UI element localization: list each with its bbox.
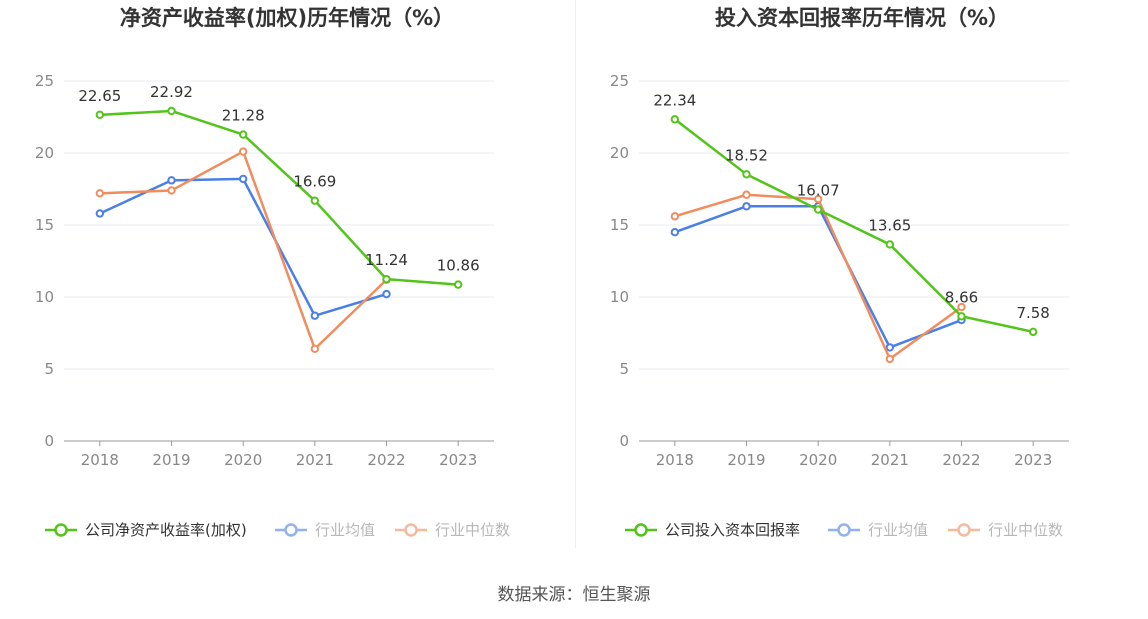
x-tick-label: 2022 — [942, 451, 980, 469]
legend-item-median[interactable]: 行业中位数 — [948, 521, 1063, 539]
legend-label: 行业中位数 — [435, 521, 510, 539]
x-tick-label: 2021 — [296, 451, 334, 469]
roe-chart-panel: 净资产收益率(加权)历年情况（%） 0 5 10 15 20 25 2018 2019 2020 2… — [0, 0, 574, 560]
x-tick-label: 2018 — [656, 451, 694, 469]
data-label: 22.65 — [78, 87, 121, 105]
legend: 公司净资产收益率(加权) 行业均值 行业中位数 — [45, 521, 510, 539]
y-tick-label: 0 — [619, 432, 629, 450]
data-label: 11.24 — [365, 251, 408, 269]
chart-title: 投入资本回报率历年情况（%） — [715, 6, 1009, 30]
x-tick-label: 2023 — [439, 451, 477, 469]
data-label: 16.07 — [797, 182, 840, 200]
data-point-company[interactable] — [453, 280, 463, 289]
data-point-company[interactable] — [95, 110, 105, 120]
data-point-avg[interactable] — [167, 176, 176, 185]
data-point-avg[interactable] — [310, 311, 320, 320]
x-tick-label: 2023 — [1014, 451, 1052, 469]
data-source-note: 数据来源：恒生聚源 — [497, 585, 651, 605]
data-point-median[interactable] — [95, 189, 105, 198]
data-point-median[interactable] — [167, 186, 176, 195]
data-point-median[interactable] — [813, 194, 823, 204]
roic-line-chart: 投入资本回报率历年情况（%） 0 5 10 15 20 25 2018 2019 2020 2021… — [610, 6, 1069, 539]
series-line-avg — [674, 205, 962, 349]
y-tick-label: 5 — [619, 360, 629, 378]
data-label: 10.86 — [437, 257, 480, 275]
legend-swatch-marker — [404, 523, 418, 537]
data-point-median[interactable] — [238, 147, 248, 156]
legend-label: 行业中位数 — [988, 521, 1063, 539]
data-point-company[interactable] — [670, 115, 680, 124]
legend-item-company[interactable]: 公司投入资本回报率 — [625, 521, 800, 539]
legend-label: 行业均值 — [315, 521, 375, 539]
roic-chart-panel: 投入资本回报率历年情况（%） 0 5 10 15 20 25 2018 2019 2020 2021… — [575, 0, 1148, 560]
series-line-company — [99, 109, 459, 286]
data-point-company[interactable] — [167, 106, 176, 116]
series-line-company — [674, 118, 1034, 334]
y-tick-label: 10 — [610, 288, 629, 306]
legend-item-avg[interactable]: 行业均值 — [275, 521, 375, 539]
data-label: 8.66 — [945, 288, 978, 306]
legend: 公司投入资本回报率 行业均值 行业中位数 — [625, 521, 1063, 539]
y-tick-label: 5 — [44, 360, 54, 378]
data-label: 7.58 — [1016, 304, 1049, 322]
chart-title: 净资产收益率(加权)历年情况（%） — [120, 6, 454, 30]
x-tick-label: 2021 — [871, 451, 909, 469]
series-line-avg — [99, 177, 387, 317]
panel-divider — [575, 0, 576, 548]
legend-label: 公司净资产收益率(加权) — [85, 521, 247, 539]
y-tick-label: 20 — [610, 144, 629, 162]
data-point-company[interactable] — [813, 205, 823, 214]
data-label: 16.69 — [293, 173, 336, 191]
legend-label: 行业均值 — [868, 521, 928, 539]
legend-swatch-marker — [634, 523, 648, 537]
x-tick-label: 2020 — [799, 451, 837, 469]
data-point-median[interactable] — [885, 354, 895, 364]
data-label: 18.52 — [725, 146, 768, 164]
data-label: 21.28 — [222, 107, 265, 125]
x-tick-label: 2019 — [152, 451, 190, 469]
legend-item-avg[interactable]: 行业均值 — [828, 521, 928, 539]
data-point-avg[interactable] — [742, 202, 751, 211]
data-point-company[interactable] — [742, 170, 751, 179]
series-line-median — [674, 193, 963, 361]
data-point-median[interactable] — [957, 302, 966, 312]
legend-swatch-marker — [54, 523, 68, 537]
x-tick-label: 2019 — [727, 451, 765, 469]
data-point-company[interactable] — [957, 312, 966, 321]
y-tick-label: 15 — [610, 216, 629, 234]
y-tick-label: 0 — [44, 432, 54, 450]
data-point-avg[interactable] — [670, 228, 680, 237]
x-tick-label: 2018 — [81, 451, 119, 469]
x-tick-label: 2022 — [367, 451, 405, 469]
data-point-company[interactable] — [1028, 327, 1038, 337]
data-label: 13.65 — [868, 216, 911, 234]
legend-swatch-marker — [957, 523, 971, 537]
legend-label: 公司投入资本回报率 — [665, 521, 800, 539]
y-tick-label: 15 — [35, 216, 54, 234]
y-tick-label: 20 — [35, 144, 54, 162]
legend-item-company[interactable]: 公司净资产收益率(加权) — [45, 521, 247, 539]
data-point-avg[interactable] — [238, 174, 248, 184]
y-tick-label: 10 — [35, 288, 54, 306]
x-tick-label: 2020 — [224, 451, 262, 469]
data-point-avg[interactable] — [95, 209, 105, 218]
data-point-median[interactable] — [310, 344, 320, 354]
data-point-median[interactable] — [670, 212, 680, 221]
legend-item-median[interactable]: 行业中位数 — [395, 521, 510, 539]
data-point-company[interactable] — [310, 196, 320, 205]
data-point-company[interactable] — [382, 274, 391, 284]
legend-swatch-marker — [837, 523, 851, 537]
data-point-company[interactable] — [885, 240, 895, 249]
data-label: 22.92 — [150, 83, 193, 101]
y-tick-label: 25 — [35, 72, 54, 90]
y-tick-label: 25 — [610, 72, 629, 90]
data-label: 22.34 — [653, 91, 696, 109]
legend-swatch-marker — [284, 523, 298, 537]
data-point-company[interactable] — [238, 130, 248, 139]
data-point-median[interactable] — [742, 190, 751, 199]
data-point-avg[interactable] — [885, 343, 895, 352]
data-point-avg[interactable] — [382, 289, 391, 299]
roe-line-chart: 净资产收益率(加权)历年情况（%） 0 5 10 15 20 25 2018 2019 2020 2… — [35, 6, 510, 539]
